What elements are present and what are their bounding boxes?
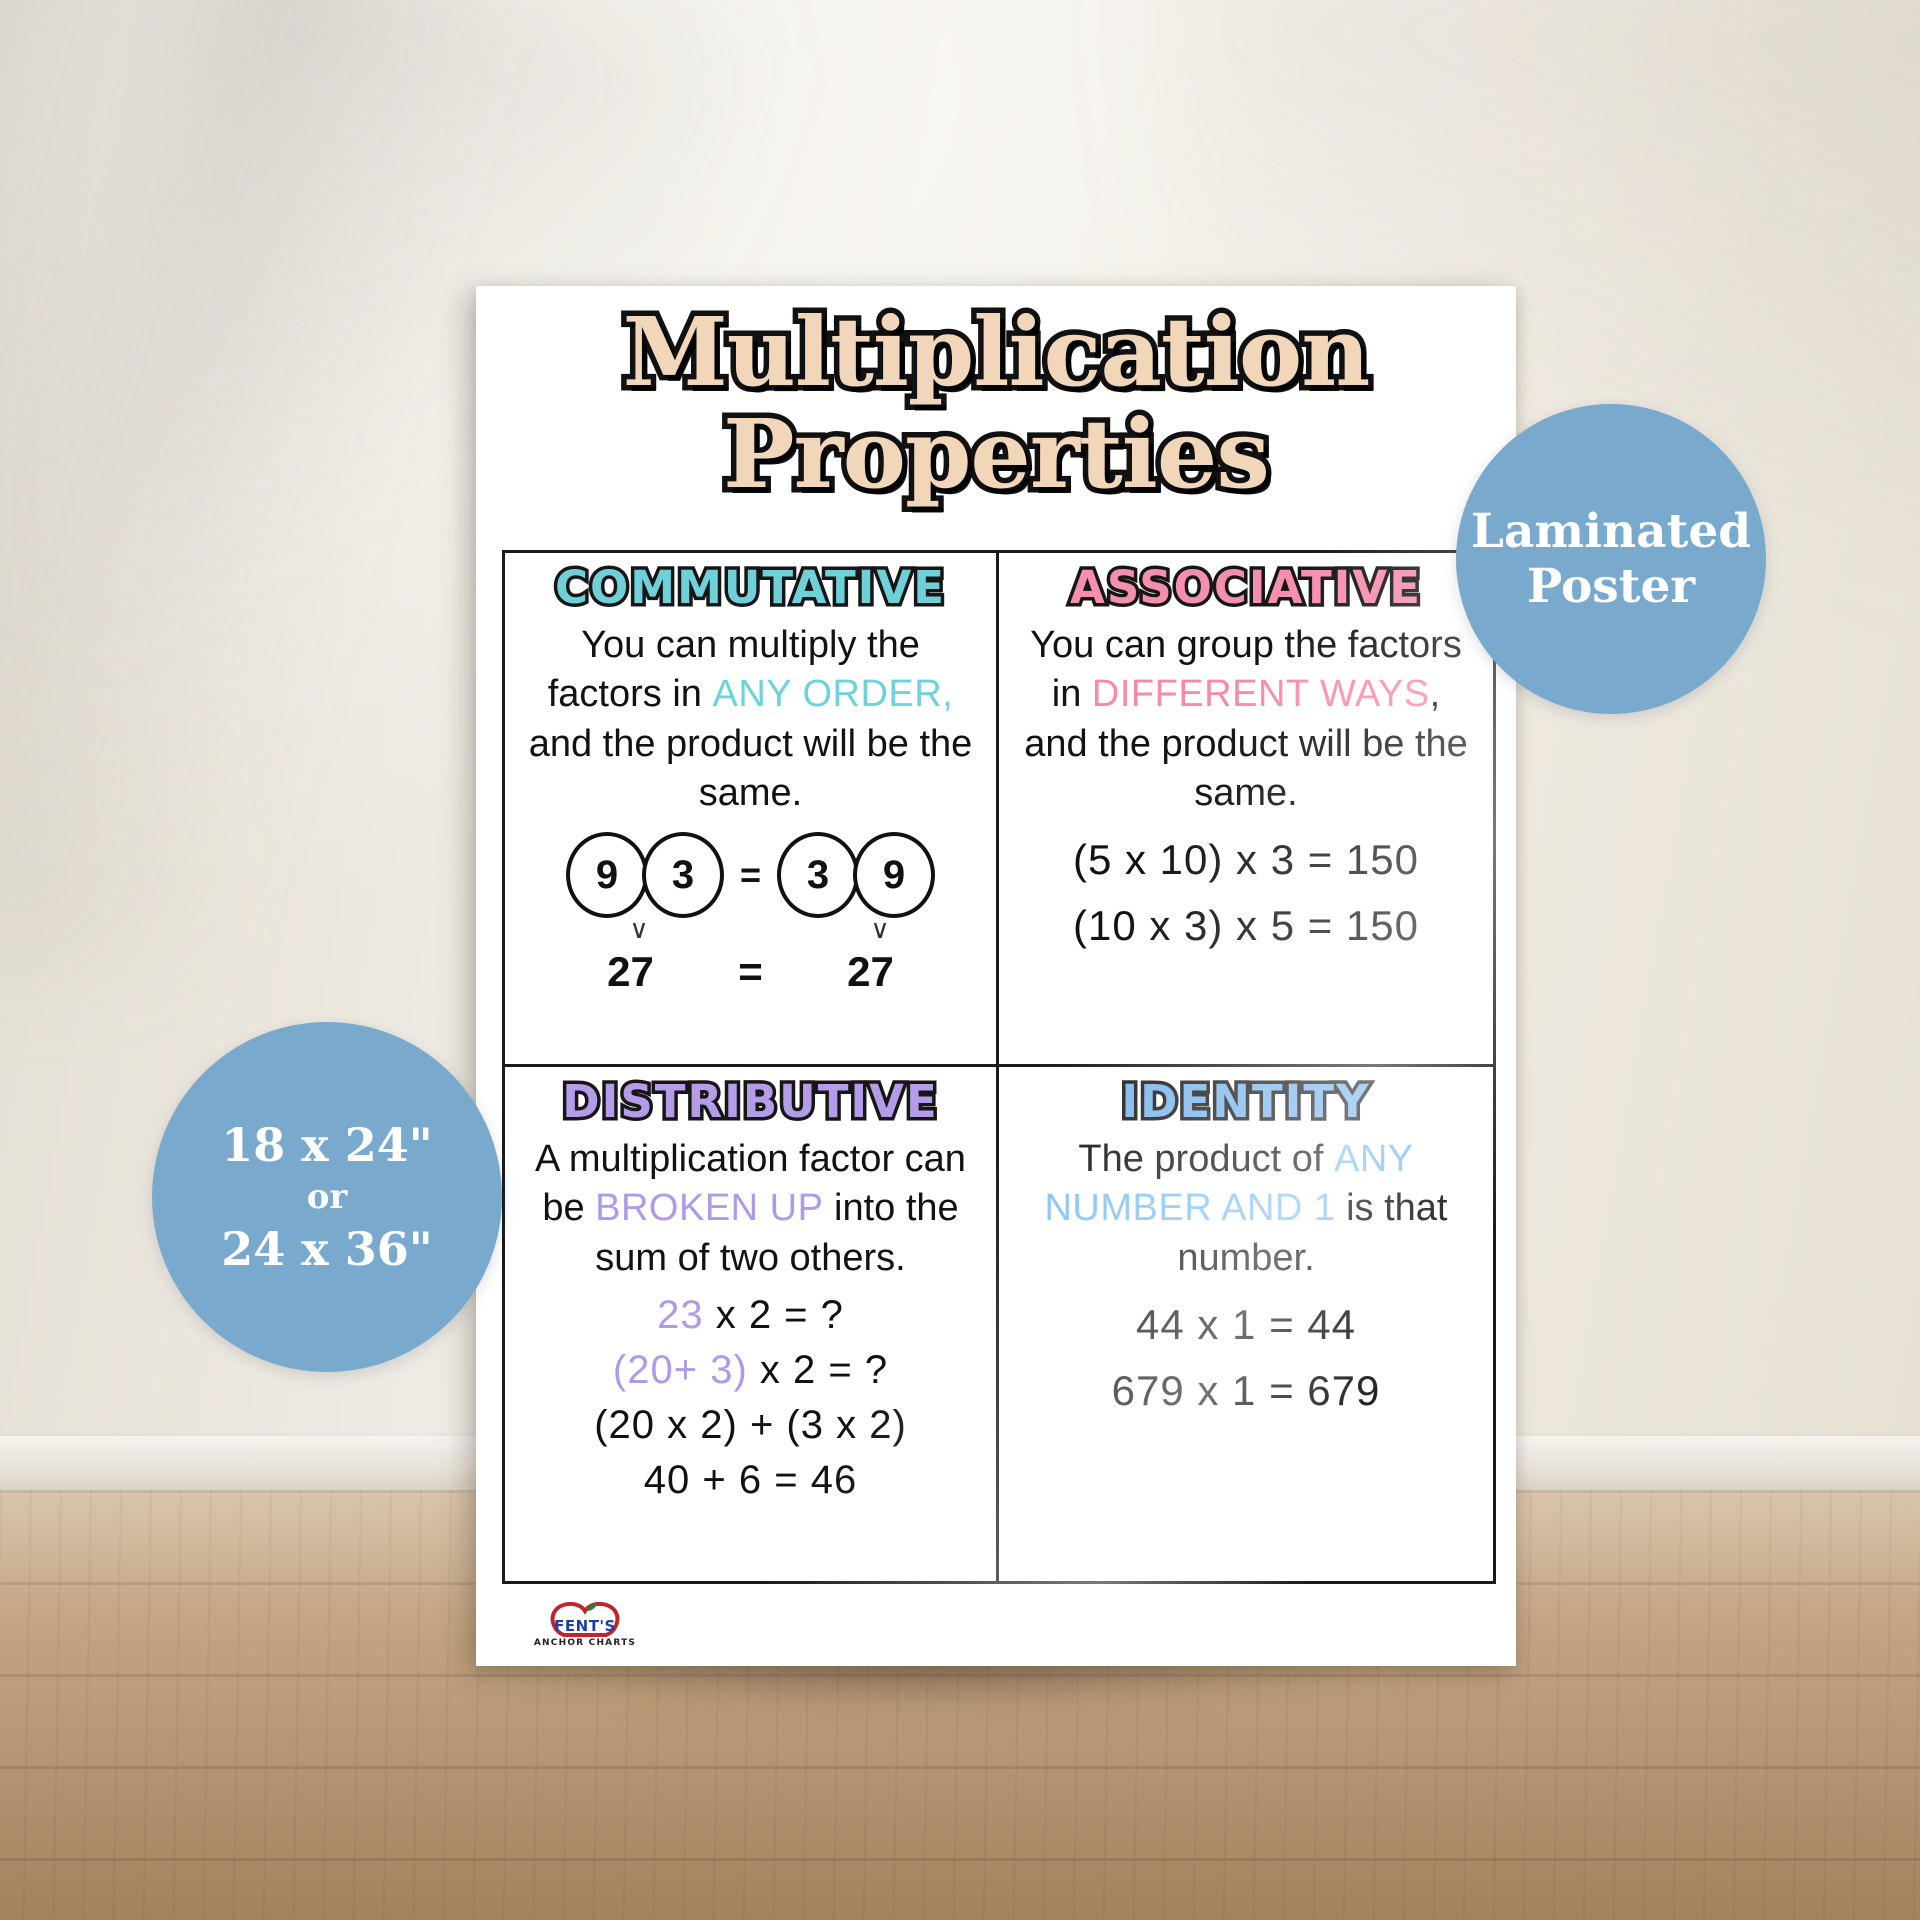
logo-subtitle: ANCHOR CHARTS — [533, 1638, 637, 1648]
distributive-eq1-colored: 23 — [657, 1293, 704, 1338]
distributive-equation-2: (20+ 3) x 2 = ? — [519, 1348, 982, 1393]
distributive-eq2-rest: x 2 = ? — [747, 1348, 889, 1393]
commutative-circle-diagram: 9 3 = 3 9 — [519, 832, 982, 919]
quadrant-distributive: DISTRIBUTIVE A multiplication factor can… — [505, 1067, 999, 1581]
title-line-1: Multiplication — [617, 297, 1376, 408]
quadrant-heading-commutative: COMMUTATIVE — [552, 561, 948, 614]
circle-factor-4: 9 — [853, 832, 936, 919]
product-equals: = — [738, 948, 763, 996]
associative-equation-1: (5 x 10) x 3 = 150 — [1072, 836, 1420, 884]
commutative-highlight: ANY ORDER, — [712, 673, 954, 716]
identity-text-1: The product of — [1078, 1137, 1334, 1180]
commutative-text-1: You can multiply the factors in — [547, 623, 920, 716]
logo-brand: FENT'S — [554, 1617, 616, 1635]
identity-text-2: is that number. — [1177, 1187, 1448, 1279]
title-line-2: Properties — [718, 399, 1276, 511]
commutative-text-2: and the product will be the same. — [528, 722, 973, 815]
associative-highlight: DIFFERENT WAYS — [1091, 673, 1430, 716]
distributive-eq1-rest: x 2 = ? — [703, 1293, 844, 1338]
associative-equation-2: (10 x 3) x 5 = 150 — [1072, 902, 1420, 950]
chevron-row: ∨ ∨ — [519, 916, 982, 946]
quadrant-body-commutative: You can multiply the factors in ANY ORDE… — [523, 621, 978, 819]
quadrant-commutative: COMMUTATIVE You can multiply the factors… — [505, 553, 999, 1067]
poster-title: Multiplication Properties — [476, 286, 1516, 511]
quadrant-body-identity: The product of ANY NUMBER AND 1 is that … — [1017, 1135, 1475, 1283]
distributive-text-1: A multiplication factor can be — [535, 1137, 966, 1230]
circle-factor-2: 3 — [641, 832, 724, 919]
product-right: 27 — [847, 948, 894, 996]
distributive-equation-4: 40 + 6 = 46 — [643, 1458, 858, 1503]
badge-laminated-line-2: Poster — [1526, 559, 1696, 614]
circle-factor-3: 3 — [777, 832, 860, 919]
badge-size-line-1: 18 x 24" — [221, 1117, 433, 1172]
associative-text-1: You can group the factors in — [1030, 623, 1462, 716]
badge-laminated-line-1: Laminated — [1470, 503, 1752, 559]
quadrant-identity: IDENTITY The product of ANY NUMBER AND 1… — [999, 1067, 1493, 1581]
quadrant-body-distributive: A multiplication factor can be BROKEN UP… — [523, 1135, 978, 1283]
distributive-equation-3: (20 x 2) + (3 x 2) — [594, 1403, 907, 1448]
distributive-highlight: BROKEN UP — [595, 1187, 824, 1230]
distributive-eq2-colored: (20+ 3) — [612, 1348, 748, 1393]
quadrant-heading-identity: IDENTITY — [1118, 1075, 1372, 1128]
badge-laminated: Laminated Poster — [1456, 404, 1766, 714]
badge-size: 18 x 24" or 24 x 36" — [152, 1022, 502, 1372]
quadrant-associative: ASSOCIATIVE You can group the factors in… — [999, 553, 1493, 1067]
chevron-left-icon: ∨ — [629, 914, 649, 945]
quadrant-heading-associative: ASSOCIATIVE — [1067, 561, 1424, 614]
circle-equals-sign: = — [739, 854, 762, 896]
associative-text-2: , and the product will be the same. — [1024, 673, 1468, 815]
quadrant-body-associative: You can group the factors in DIFFERENT W… — [1017, 621, 1475, 819]
distributive-text-2: into the sum of two others. — [595, 1187, 959, 1279]
circle-factor-1: 9 — [565, 832, 648, 919]
distributive-equation-1: 23 x 2 = ? — [519, 1293, 982, 1338]
identity-equation-2: 679 x 1 = 679 — [1111, 1367, 1381, 1415]
badge-size-line-2: or — [306, 1176, 348, 1217]
properties-grid: COMMUTATIVE You can multiply the factors… — [502, 550, 1496, 1584]
commutative-product-row: 27 = 27 — [519, 948, 982, 996]
product-left: 27 — [607, 948, 654, 996]
identity-highlight: ANY NUMBER AND 1 — [1044, 1137, 1414, 1230]
identity-equation-1: 44 x 1 = 44 — [1136, 1301, 1356, 1349]
apple-icon — [510, 1602, 660, 1637]
badge-size-line-3: 24 x 36" — [221, 1221, 433, 1276]
poster: Multiplication Properties COMMUTATIVE Yo… — [476, 286, 1516, 1666]
chevron-right-icon: ∨ — [870, 914, 890, 945]
brand-logo: FENT'S ANCHOR CHARTS — [510, 1602, 660, 1648]
quadrant-heading-distributive: DISTRIBUTIVE — [559, 1075, 940, 1128]
